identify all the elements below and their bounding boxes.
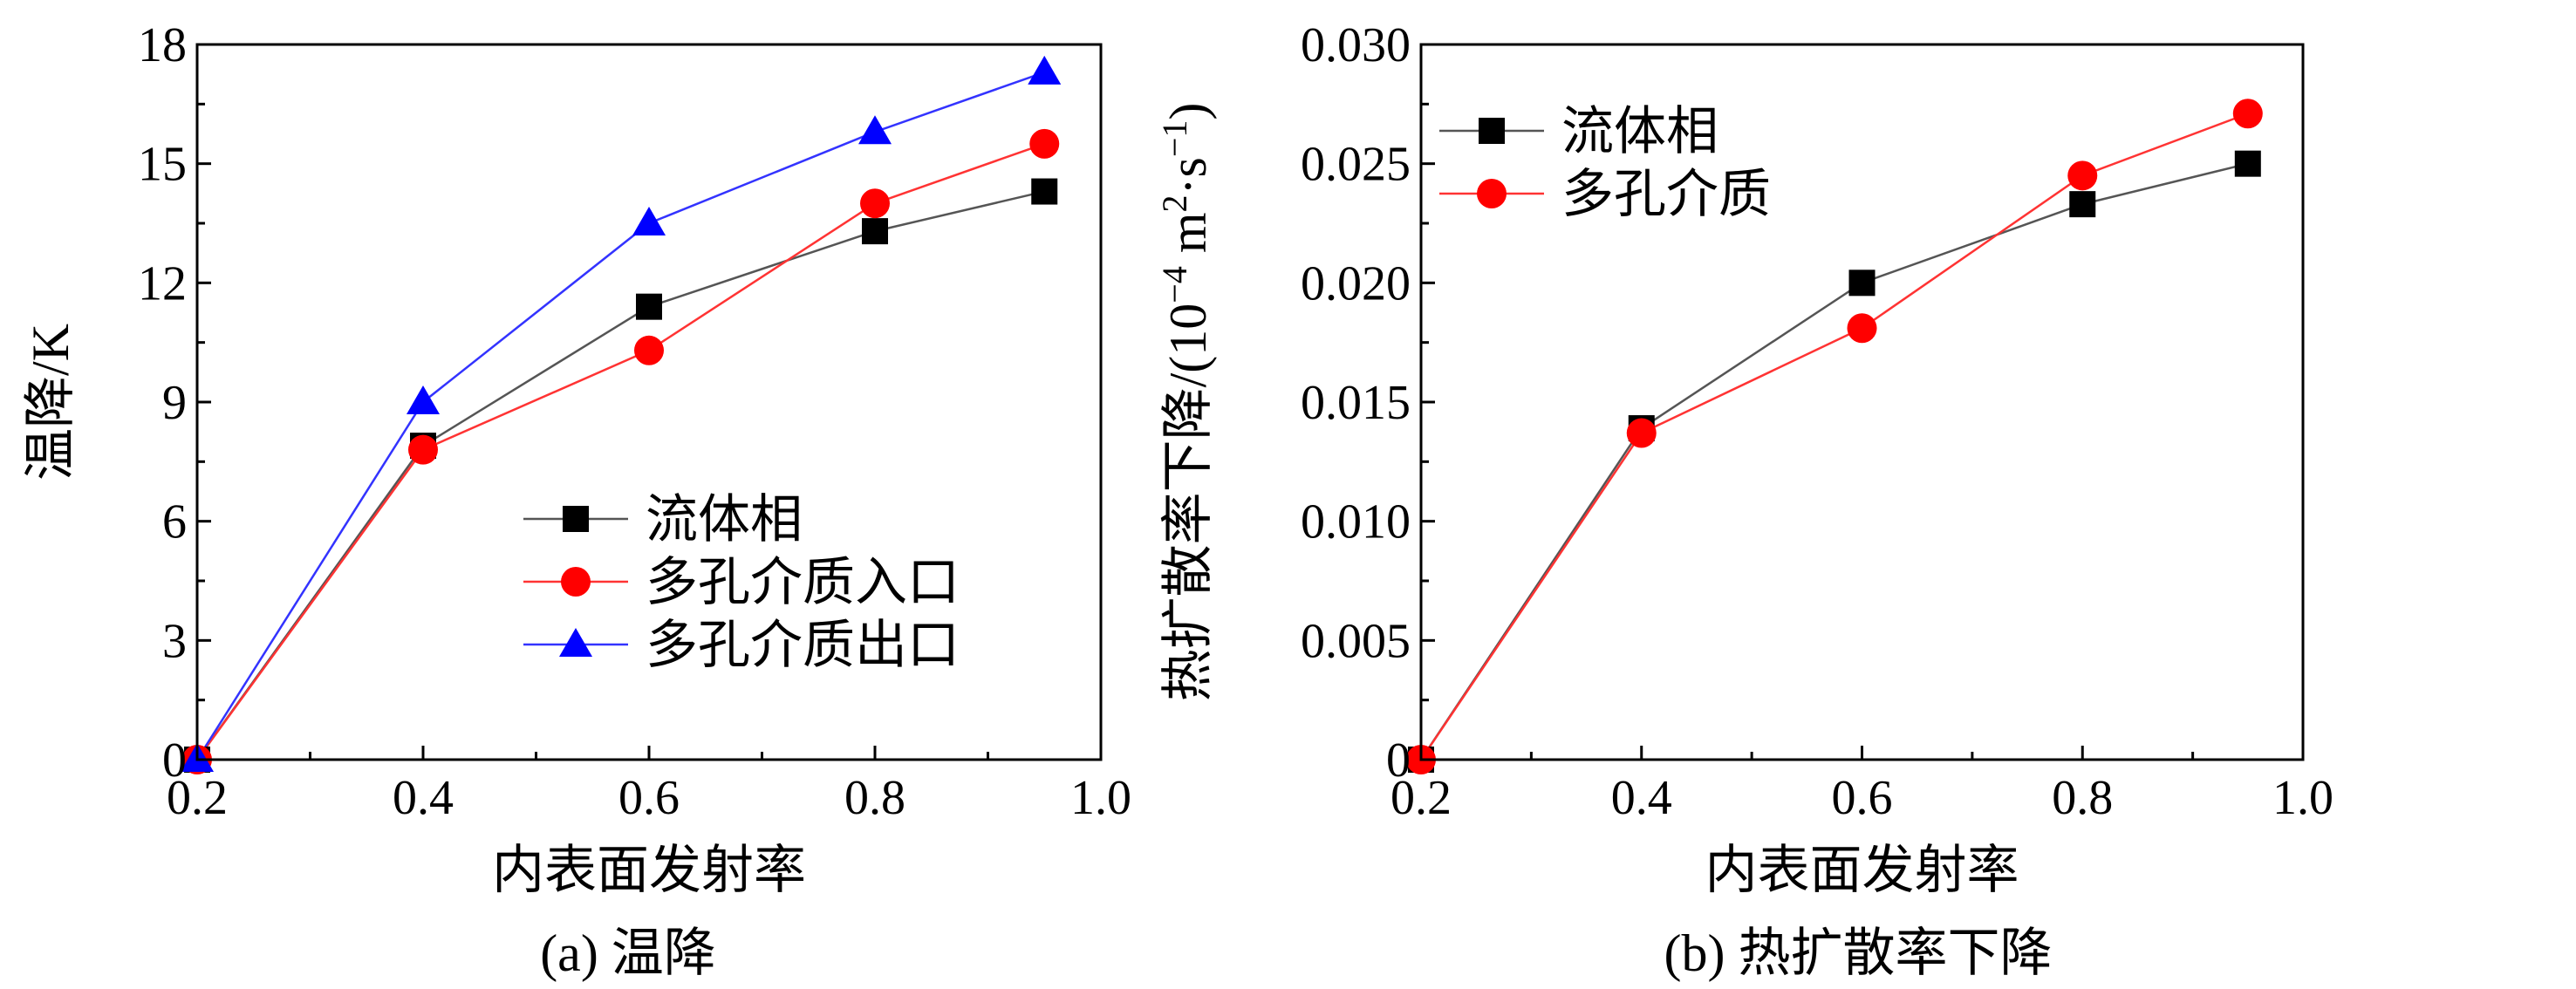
y-axis-label-sup2: 2 xyxy=(1155,195,1194,213)
legend-label: 多孔介质入口 xyxy=(646,554,960,611)
x-tick-label: 0.6 xyxy=(1832,771,1893,825)
data-point-series-2 xyxy=(632,207,666,235)
data-point-series-2 xyxy=(407,385,440,414)
y-tick-label: 0.015 xyxy=(1301,376,1411,430)
y-tick-label: 0.025 xyxy=(1301,138,1411,192)
panel-thermal-diffusivity-drop: 0.2 0.4 0.6 0.8 1.0 0 0.005 0.010 0.015 0.020 0.02… xyxy=(1155,18,2334,982)
y-axis-label: 温降/K xyxy=(22,324,79,481)
x-tick-label: 0.2 xyxy=(1390,771,1452,825)
data-point-series-0 xyxy=(862,218,888,245)
legend-marker xyxy=(1477,179,1507,208)
y-tick-label: 9 xyxy=(162,376,187,430)
x-tick-label: 0.8 xyxy=(844,771,905,825)
data-point-series-1 xyxy=(634,335,664,365)
legend-marker xyxy=(561,567,591,597)
y-axis-label-mid2: ·s xyxy=(1159,157,1217,194)
data-point-series-1 xyxy=(860,188,890,219)
panel-temperature-drop: 0.2 0.4 0.6 0.8 1.0 0 3 6 9 12 15 18 内表面发射率 温降/K (a… xyxy=(22,18,1131,982)
series-line-0 xyxy=(195,190,1045,761)
figure-caption: (b) 热扩散率下降 xyxy=(1664,924,2053,982)
x-tick-label: 0.4 xyxy=(1611,771,1672,825)
x-tick-label: 0.8 xyxy=(2052,771,2113,825)
y-axis-label-sup1: −4 xyxy=(1155,266,1194,304)
y-tick-label: 15 xyxy=(138,138,187,192)
data-point-series-1 xyxy=(2067,160,2098,191)
data-point-series-1 xyxy=(1626,418,1657,448)
y-tick-label: 0 xyxy=(162,733,187,788)
data-point-series-1 xyxy=(1847,313,1877,344)
y-tick-label: 0.020 xyxy=(1301,256,1411,310)
legend-label: 多孔介质 xyxy=(1561,166,1771,223)
y-axis-label-sup3: −1 xyxy=(1155,120,1194,158)
y-axis-label-end: ) xyxy=(1159,103,1217,120)
data-point-series-0 xyxy=(2234,150,2261,177)
legend-marker xyxy=(563,506,589,532)
figure-caption: (a) 温降 xyxy=(540,924,716,982)
y-tick-label: 0.010 xyxy=(1301,495,1411,549)
x-axis-label: 内表面发射率 xyxy=(1705,842,2019,899)
data-point-series-1 xyxy=(2232,99,2263,129)
data-point-series-0 xyxy=(1848,269,1876,297)
x-tick-label: 1.0 xyxy=(1070,771,1131,825)
data-point-series-1 xyxy=(1029,128,1060,159)
y-axis-label: 热扩散率下降/(10−4 m2·s−1) xyxy=(1155,103,1218,702)
data-point-series-2 xyxy=(858,115,892,145)
y-tick-label: 6 xyxy=(162,495,187,549)
data-point-series-0 xyxy=(2069,191,2096,218)
data-point-series-1 xyxy=(408,434,438,465)
series-line-0 xyxy=(1419,162,2249,761)
legend-label: 多孔介质出口 xyxy=(646,617,960,674)
y-tick-label: 0 xyxy=(1386,733,1411,788)
x-tick-label: 1.0 xyxy=(2272,771,2333,825)
plot-frame xyxy=(1419,43,2305,761)
x-tick-label: 0.2 xyxy=(167,771,228,825)
x-axis-label: 内表面发射率 xyxy=(492,842,806,899)
y-tick-label: 0.005 xyxy=(1301,614,1411,668)
x-tick-label: 0.4 xyxy=(393,771,454,825)
legend-label: 流体相 xyxy=(646,491,803,549)
data-point-series-0 xyxy=(1031,178,1058,205)
y-tick-label: 0.030 xyxy=(1301,18,1411,72)
legend-label: 流体相 xyxy=(1561,103,1718,160)
x-tick-label: 0.6 xyxy=(618,771,680,825)
data-point-series-2 xyxy=(1028,55,1062,85)
data-point-series-0 xyxy=(636,293,662,320)
legend-marker xyxy=(1479,118,1505,144)
legend-marker xyxy=(559,628,592,657)
series-line-1 xyxy=(1419,113,2249,761)
y-tick-label: 12 xyxy=(138,256,187,310)
y-tick-label: 3 xyxy=(162,614,187,668)
y-axis-label-mid: m xyxy=(1159,213,1217,267)
y-axis-label-main: 热扩散率下降/(10 xyxy=(1159,304,1217,702)
y-tick-label: 18 xyxy=(138,18,187,72)
